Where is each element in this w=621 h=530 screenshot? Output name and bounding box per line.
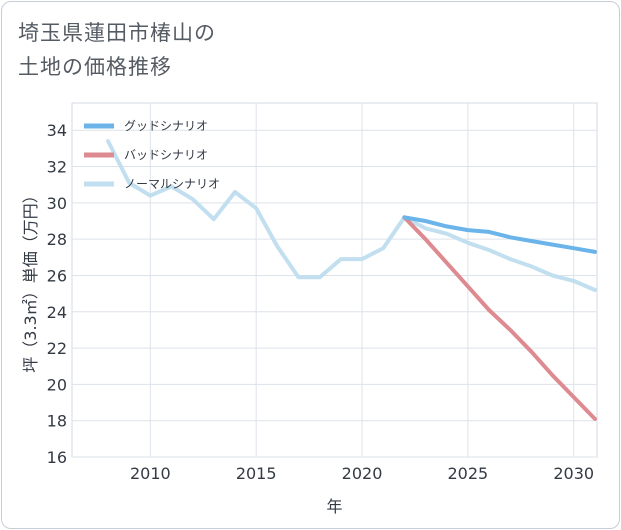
axes: 16 18 20 22 24 26 28 30 32 34 2010 2015 2020 2025 2030	[47, 121, 594, 483]
y-tick-label: 24	[47, 303, 67, 322]
legend-label: バッドシナリオ	[124, 148, 208, 162]
y-tick-label: 16	[47, 448, 67, 467]
y-axis-label: 坪（3.3㎡）単価（万円）	[21, 187, 40, 372]
x-tick-label: 2015	[236, 464, 277, 483]
y-tick-label: 30	[47, 194, 67, 213]
y-tick-label: 34	[47, 121, 67, 140]
x-tick-label: 2010	[130, 464, 171, 483]
legend-label: ノーマルシナリオ	[124, 177, 220, 191]
chart-title-line-1: 埼玉県蓮田市椿山の	[18, 21, 216, 45]
y-tick-label: 18	[47, 412, 67, 431]
x-tick-label: 2020	[342, 464, 383, 483]
y-tick-label: 32	[47, 158, 67, 177]
series-lines	[106, 139, 597, 421]
y-tick-label: 26	[47, 266, 67, 285]
x-tick-label: 2030	[553, 464, 594, 483]
series-line-0	[402, 215, 597, 254]
series-line-1	[402, 215, 597, 421]
grid-lines	[71, 102, 598, 458]
y-tick-label: 22	[47, 339, 67, 358]
chart-title: 埼玉県蓮田市椿山の 土地の価格推移	[18, 16, 216, 84]
chart-title-line-2: 土地の価格推移	[18, 55, 172, 79]
x-axis-label: 年	[326, 497, 342, 516]
y-tick-label: 28	[47, 230, 67, 249]
legend-label: グッドシナリオ	[124, 119, 208, 133]
y-tick-label: 20	[47, 375, 67, 394]
x-tick-label: 2025	[448, 464, 489, 483]
series-line-2	[106, 139, 597, 292]
